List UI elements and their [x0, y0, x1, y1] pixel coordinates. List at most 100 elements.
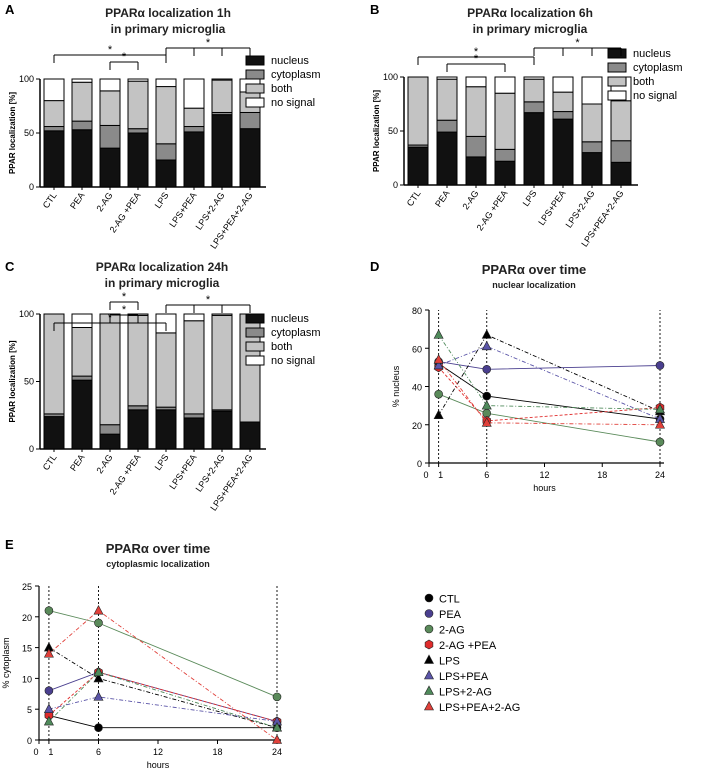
significance-star: *: [122, 291, 127, 303]
y-tick-label: 0: [29, 182, 34, 192]
legend-marker-lps-pea: [424, 669, 434, 680]
y-tick-label: 0: [29, 444, 34, 454]
legend-marker-lps-pea-2-ag: [424, 700, 434, 711]
x-tick-label: 2-AG: [94, 190, 114, 213]
data-point-lps: [93, 672, 104, 683]
x-tick-label: LPS: [153, 190, 171, 210]
x-axis-label: hours: [147, 760, 170, 770]
y-tick-label: 10: [22, 674, 32, 684]
y-axis-label: PPAR localization [%]: [372, 90, 381, 172]
data-point-lps-pea-2-ag: [93, 604, 104, 615]
bar-cytoplasm-lps-pea-2-ag: [610, 140, 632, 163]
legend-label: LPS+PEA: [439, 671, 489, 683]
bar-no-signal-2-ag: [465, 76, 487, 88]
legend-swatch-no-signal: [245, 97, 265, 108]
significance-star: *: [206, 294, 211, 306]
x-tick-label: LPS+2-AG: [564, 188, 597, 229]
x-tick-label: 18: [212, 747, 222, 757]
y-axis-label: PPAR localization [%]: [8, 340, 17, 422]
chart-title: PPARα over time: [482, 262, 587, 277]
bar-nucleus-lps: [523, 112, 545, 186]
data-point-2-ag: [655, 437, 665, 447]
data-point-lps-2-ag: [481, 399, 492, 410]
panel-c: C PPARα localization 24h in primary microg…: [5, 259, 321, 513]
series-line-lps-pea: [438, 345, 661, 420]
bar-both-lps-pea-2-ag: [610, 100, 632, 142]
data-point-lps: [433, 409, 444, 419]
legend-swatch-nucleus: [607, 48, 627, 59]
y-tick-label: 100: [19, 74, 34, 84]
chart-title: PPARα localization 6h: [467, 6, 593, 20]
x-tick-label: LPS: [153, 452, 171, 472]
bar-cytoplasm-pea: [71, 375, 93, 381]
data-point-2-ag: [94, 618, 103, 628]
bar-nucleus-pea: [71, 129, 93, 188]
bar-cytoplasm-lps-pea: [552, 111, 574, 120]
x-tick-label: CTL: [405, 188, 423, 208]
data-point-lps-pea-2-ag: [272, 734, 282, 744]
x-tick-label: PEA: [433, 188, 452, 208]
bar-both-ctl: [43, 313, 65, 415]
series-line-lps: [48, 647, 278, 729]
panel-d: D PPARα over time nuclear localization 0 20 4…: [370, 259, 665, 493]
bar-nucleus-lps-pea-2-ag: [239, 128, 261, 188]
x-tick-label: 1: [438, 470, 443, 480]
panel-e: E PPARα over time cytoplasmic localization…: [1, 537, 520, 770]
bar-both-2-ag-pea: [494, 92, 516, 150]
bar-both-2-ag: [99, 313, 121, 426]
data-point-2-ag: [272, 692, 282, 702]
legend-label: 2-AG +PEA: [439, 640, 497, 652]
bar-nucleus-lps-pea-2-ag: [239, 421, 261, 450]
bar-no-signal-lps-2-ag: [211, 78, 233, 81]
bar-cytoplasm-2-ag: [99, 424, 121, 435]
legend-label: cytoplasm: [633, 62, 683, 74]
bar-no-signal-pea: [436, 76, 458, 80]
bar-nucleus-ctl: [43, 130, 65, 188]
y-tick-label: 0: [27, 736, 32, 746]
data-point-lps-pea: [43, 703, 54, 714]
bar-nucleus-2-ag: [99, 433, 121, 450]
x-tick-label: LPS: [521, 188, 539, 208]
y-axis-label: PPAR localization [%]: [8, 92, 17, 174]
data-point-lps-pea: [93, 691, 104, 701]
bar-no-signal-lps: [155, 78, 177, 88]
legend-label: PEA: [439, 609, 462, 621]
bar-both-pea: [436, 78, 458, 121]
y-tick-label: 50: [24, 377, 34, 387]
x-tick-label: 6: [484, 470, 489, 480]
data-point-ctl: [482, 391, 492, 401]
series-line-2-ag-pea: [438, 367, 661, 422]
bar-nucleus-lps-pea: [183, 131, 205, 188]
x-tick-label: LPS+PEA: [536, 188, 567, 227]
x-tick-label: 2-AG: [460, 188, 480, 211]
bar-both-lps-pea: [183, 320, 205, 415]
chart-subtitle: cytoplasmic localization: [106, 559, 210, 569]
panel-label: E: [5, 537, 14, 552]
chart-subtitle: nuclear localization: [492, 280, 576, 290]
chart-subtitle: in primary microglia: [105, 276, 220, 290]
series-line-pea: [48, 671, 278, 722]
bar-both-lps: [155, 332, 177, 408]
x-tick-label: CTL: [41, 452, 59, 472]
legend-marker-pea: [424, 609, 434, 618]
data-point-lps: [481, 329, 492, 339]
series-line-2-ag-pea: [48, 671, 278, 722]
data-point-pea: [482, 364, 492, 374]
legend-swatch-no-signal: [607, 90, 627, 101]
legend-swatch-no-signal: [245, 355, 265, 366]
bar-no-signal-lps-pea: [183, 78, 205, 109]
bar-cytoplasm-2-ag-pea: [127, 128, 149, 134]
bar-no-signal-2-ag-pea: [494, 76, 516, 94]
bar-nucleus-2-ag: [465, 156, 487, 186]
panel-label: D: [370, 259, 379, 274]
x-tick-label: 12: [539, 470, 549, 480]
bar-no-signal-2-ag-pea: [127, 78, 149, 82]
bar-no-signal-lps-2-ag: [581, 76, 603, 105]
series-line-ctl: [438, 363, 661, 420]
legend-marker-2-ag: [424, 624, 434, 634]
legend-label: cytoplasm: [271, 327, 321, 339]
significance-star: *: [474, 53, 479, 65]
data-point-ctl: [94, 723, 103, 732]
bar-both-lps: [523, 78, 545, 103]
